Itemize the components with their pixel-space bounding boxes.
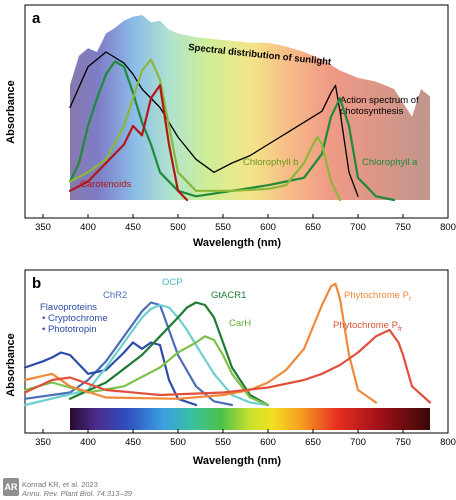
x-tick-label-550: 550 [215, 437, 231, 448]
cryptochrome-label: • Cryptochrome [42, 313, 108, 324]
series-action-spectrum-of-photosynthesis-line [69, 51, 359, 197]
x-tick-label-450: 450 [125, 222, 141, 233]
panel-b-x-axis-title: Wavelength (nm) [193, 455, 282, 467]
panel-a-y-axis-title: Absorbance [5, 80, 17, 144]
carotenoids-annotation: Carotenoids [80, 179, 131, 190]
visible-spectrum-bar [70, 408, 430, 430]
phytochrome-pfr-label-sub: fr [398, 326, 403, 333]
flavoproteins-label: Flavoproteins [40, 302, 97, 313]
action-spectrum-line-2: photosynthesis [340, 106, 404, 117]
x-tick-label-700: 700 [350, 222, 366, 233]
series-phytochrome-pfr-line [23, 328, 432, 404]
series-chlorophyll-a-line [68, 60, 396, 202]
publisher-logo: AR [3, 478, 19, 496]
panel-a-x-axis-title: Wavelength (nm) [193, 237, 282, 249]
chlorophyll-a-annotation: Chlorophyll a [362, 157, 418, 168]
phytochrome-pfr-label: Phytochrome Pfr [333, 320, 403, 333]
panel-b-label: b [32, 275, 41, 292]
x-tick-label-800: 800 [440, 437, 456, 448]
chr2-label: ChR2 [103, 290, 127, 301]
x-tick-label-600: 600 [260, 437, 276, 448]
panel-b: b Flavoproteins • Cryptochrome • Phototr… [5, 269, 456, 467]
panel-b-series [23, 282, 432, 407]
series-chr2-line [23, 301, 234, 407]
x-tick-label-450: 450 [125, 437, 141, 448]
x-tick-label-800: 800 [440, 222, 456, 233]
carh-label: CarH [229, 318, 251, 329]
credit-line-2: Annu. Rev. Plant Biol. 74:313–39 [22, 489, 132, 498]
chlorophyll-b-annotation: Chlorophyll b [243, 157, 298, 168]
panel-b-y-axis-title: Absorbance [5, 333, 17, 397]
panel-b-frame [24, 269, 449, 434]
x-tick-label-500: 500 [170, 222, 186, 233]
phytochrome-pr-label: Phytochrome Pr [344, 290, 412, 303]
phytochrome-pr-label-main: Phytochrome P [344, 290, 409, 301]
x-tick-label-400: 400 [80, 222, 96, 233]
x-tick-label-600: 600 [260, 222, 276, 233]
x-tick-label-700: 700 [350, 437, 366, 448]
x-tick-label-650: 650 [305, 437, 321, 448]
action-spectrum-line-1: Action spectrum of [340, 95, 419, 106]
series-carotenoids-line [68, 84, 189, 202]
gtacr1-label: GtACR1 [211, 290, 246, 301]
series-flavoproteins-line [23, 341, 198, 407]
x-tick-label-350: 350 [35, 437, 51, 448]
x-tick-label-350: 350 [35, 222, 51, 233]
credit-line-1: Konrad KR, et al. 2023 [22, 480, 98, 489]
x-tick-label-550: 550 [215, 222, 231, 233]
x-tick-label-650: 650 [305, 222, 321, 233]
panel-a-label: a [32, 10, 41, 27]
panel-b-x-axis: 350 400 450 500 550 600 650 700 750 800 [35, 429, 456, 448]
series-ocp-line [23, 303, 270, 407]
x-tick-label-750: 750 [395, 222, 411, 233]
panel-a: a Spectral distribution of sunlight Acti… [5, 4, 456, 249]
series-gtacr1-line [68, 301, 270, 407]
panel-a-x-axis: 350 400 450 500 550 600 650 700 750 800 [35, 214, 456, 233]
panel-a-series [68, 51, 396, 202]
x-tick-label-500: 500 [170, 437, 186, 448]
phytochrome-pr-label-sub: r [409, 296, 412, 303]
x-tick-label-400: 400 [80, 437, 96, 448]
series-chlorophyll-b-line [68, 58, 342, 202]
x-tick-label-750: 750 [395, 437, 411, 448]
phytochrome-pfr-label-main: Phytochrome P [333, 320, 398, 331]
action-spectrum-annotation: Action spectrum of photosynthesis [340, 95, 421, 117]
sunlight-spectrum-area [70, 15, 430, 200]
phototropin-label: • Phototropin [42, 324, 97, 335]
panel-a-frame [24, 4, 449, 219]
series-phytochrome-pr-line [23, 282, 378, 404]
ocp-label: OCP [162, 277, 183, 288]
